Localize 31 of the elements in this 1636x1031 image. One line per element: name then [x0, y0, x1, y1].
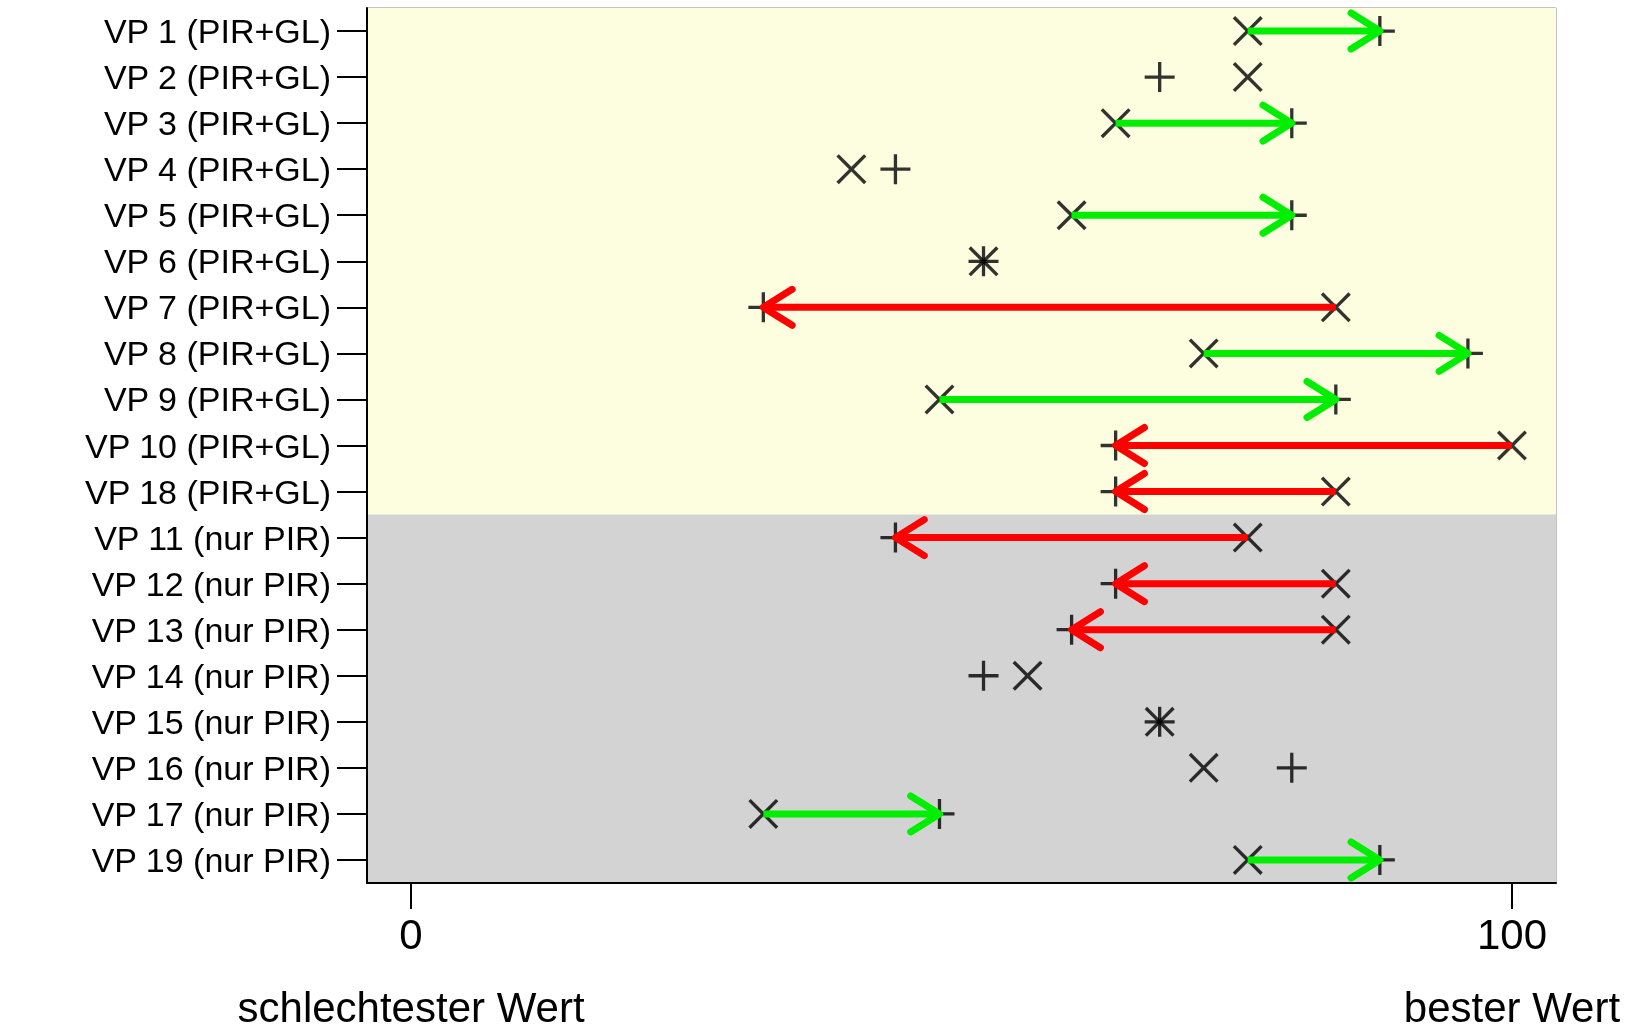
point	[1012, 660, 1043, 691]
point	[968, 660, 999, 691]
y-tick-label: VP 6 (PIR+GL)	[103, 242, 331, 281]
y-tick-label: VP 8 (PIR+GL)	[103, 334, 331, 373]
y-tick-label: VP 7 (PIR+GL)	[103, 288, 331, 327]
y-tick-label: VP 3 (PIR+GL)	[103, 104, 331, 143]
point	[1276, 752, 1307, 783]
y-tick-label: VP 9 (PIR+GL)	[103, 380, 331, 419]
text: schlechtester Wert	[237, 983, 585, 1031]
y-tick-label: VP 14 (nur PIR)	[91, 656, 331, 695]
y-tick-label: VP 11 (nur PIR)	[94, 518, 331, 557]
x-tick-label: 0	[399, 910, 423, 958]
y-tick-label: VP 5 (PIR+GL)	[103, 196, 331, 235]
x-tick-label: 100	[1476, 910, 1547, 958]
point	[1232, 62, 1263, 93]
point	[1188, 752, 1219, 783]
y-tick-label: VP 18 (PIR+GL)	[85, 472, 331, 511]
point	[836, 154, 867, 185]
y-tick-label: VP 15 (nur PIR)	[91, 702, 331, 741]
y-tick-label: VP 4 (PIR+GL)	[103, 150, 331, 189]
y-tick-label: VP 19 (nur PIR)	[91, 840, 331, 879]
y-tick-label: VP 17 (nur PIR)	[91, 794, 331, 833]
point	[1144, 62, 1175, 93]
y-tick-label: VP 10 (PIR+GL)	[85, 426, 331, 465]
text: bester Wert	[1403, 983, 1621, 1031]
y-tick-label: VP 2 (PIR+GL)	[103, 58, 331, 97]
y-tick-label: VP 13 (nur PIR)	[91, 610, 331, 649]
y-tick-label: VP 1 (PIR+GL)	[103, 12, 331, 51]
point	[880, 154, 911, 185]
y-tick-label: VP 12 (nur PIR)	[91, 564, 331, 603]
y-tick-label: VP 16 (nur PIR)	[91, 748, 331, 787]
